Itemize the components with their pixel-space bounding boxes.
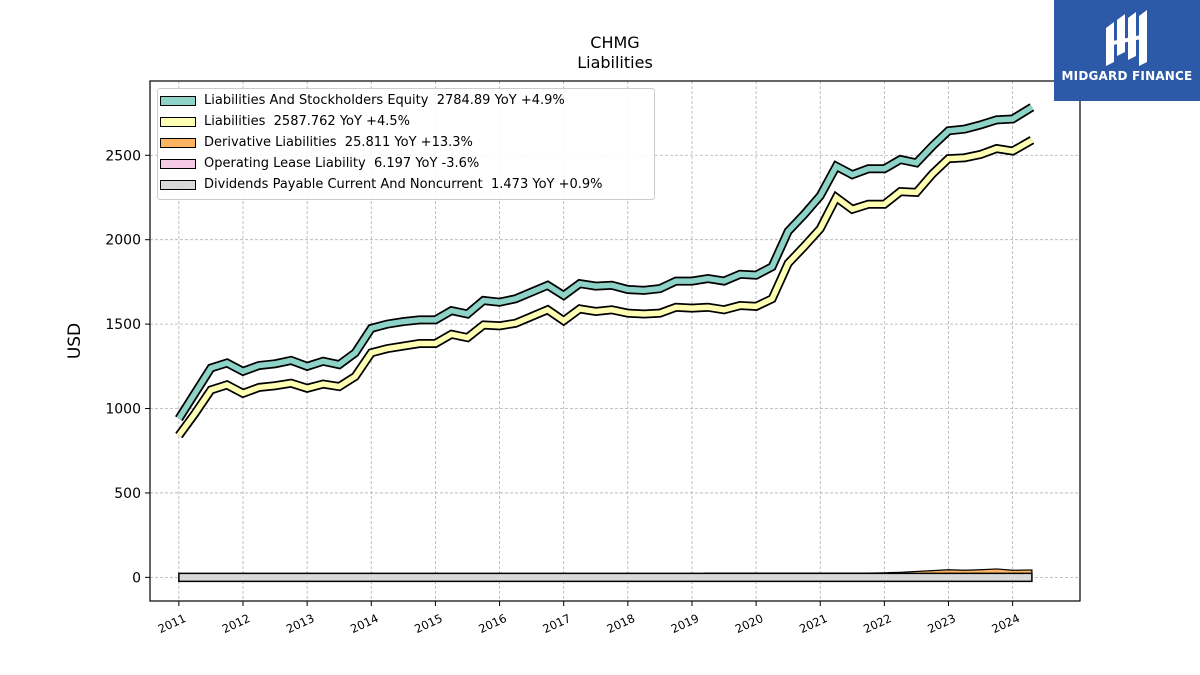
x-tick-label: 2020 (733, 611, 765, 636)
x-tick-label: 2019 (669, 611, 701, 636)
line-liabilities (176, 137, 1034, 438)
legend-item-dividends: Dividends Payable Current And Noncurrent… (158, 174, 603, 195)
y-tick-label: 1000 (105, 402, 141, 418)
legend-swatch-dividends (160, 179, 196, 190)
legend-swatch-derivative (160, 137, 196, 148)
area-dividends-payable (178, 572, 1033, 583)
y-tick-label: 500 (114, 486, 141, 502)
legend-item-lease: Operating Lease Liability 6.197 YoY -3.6… (158, 153, 479, 174)
y-tick-label: 2500 (105, 148, 141, 164)
x-tick-label: 2023 (925, 611, 957, 636)
midgard-finance-logo: MIDGARD FINANCE (1054, 0, 1200, 101)
line-liabilities-and-stockholders-equity (176, 104, 1034, 421)
x-tick-label: 2013 (284, 611, 316, 636)
x-tick-label: 2012 (220, 611, 252, 636)
x-tick-label: 2018 (605, 611, 637, 636)
y-tick-label: 0 (132, 570, 141, 586)
x-tick-label: 2024 (989, 611, 1021, 636)
y-axis-label: USD (65, 323, 85, 359)
legend-item-equity: Liabilities And Stockholders Equity 2784… (158, 90, 565, 111)
chart-subtitle: Liabilities (577, 53, 653, 72)
y-tick-label: 2000 (105, 233, 141, 249)
x-tick-label: 2022 (861, 611, 893, 636)
legend-swatch-liabilities (160, 116, 196, 127)
legend-label-dividends: Dividends Payable Current And Noncurrent… (204, 177, 603, 192)
legend-item-liabilities: Liabilities 2587.762 YoY +4.5% (158, 111, 410, 132)
legend-label-equity: Liabilities And Stockholders Equity 2784… (204, 93, 565, 108)
legend-item-derivative: Derivative Liabilities 25.811 YoY +13.3% (158, 132, 473, 153)
logo-text: MIDGARD FINANCE (1061, 69, 1193, 83)
y-tick-label: 1500 (105, 317, 141, 333)
x-tick-label: 2014 (348, 611, 380, 636)
legend-swatch-lease (160, 158, 196, 169)
chart-legend: Liabilities And Stockholders Equity 2784… (157, 88, 655, 200)
x-tick-label: 2017 (541, 611, 573, 636)
x-tick-label: 2021 (797, 611, 829, 636)
legend-label-lease: Operating Lease Liability 6.197 YoY -3.6… (204, 156, 480, 171)
x-tick-label: 2011 (156, 611, 188, 636)
plot-frame (149, 80, 1081, 602)
legend-swatch-equity (160, 95, 196, 106)
logo-mark-icon (1106, 10, 1147, 66)
chart-title: CHMG (590, 33, 640, 52)
x-tick-label: 2015 (412, 611, 444, 636)
x-tick-label: 2016 (476, 611, 508, 636)
legend-label-derivative: Derivative Liabilities 25.811 YoY +13.3% (204, 135, 473, 150)
legend-label-liabilities: Liabilities 2587.762 YoY +4.5% (204, 114, 410, 129)
